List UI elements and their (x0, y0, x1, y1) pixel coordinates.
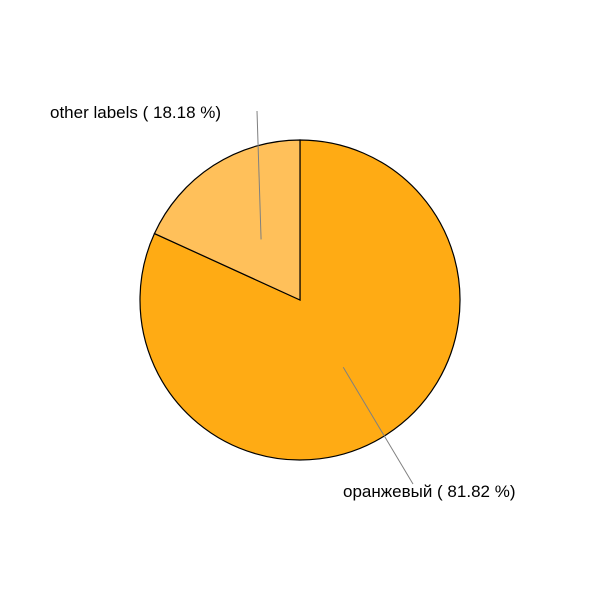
pie-labels: оранжевый ( 81.82 %) other labels ( 18.18… (50, 103, 515, 501)
leader-line-0 (342, 367, 414, 485)
pie-slices (139, 139, 461, 461)
leader-line-1 (256, 110, 262, 240)
slice-label-1: other labels ( 18.18 %) (50, 103, 221, 122)
pie-slice-1 (153, 139, 301, 301)
slice-label-0: оранжевый ( 81.82 %) (343, 482, 515, 501)
